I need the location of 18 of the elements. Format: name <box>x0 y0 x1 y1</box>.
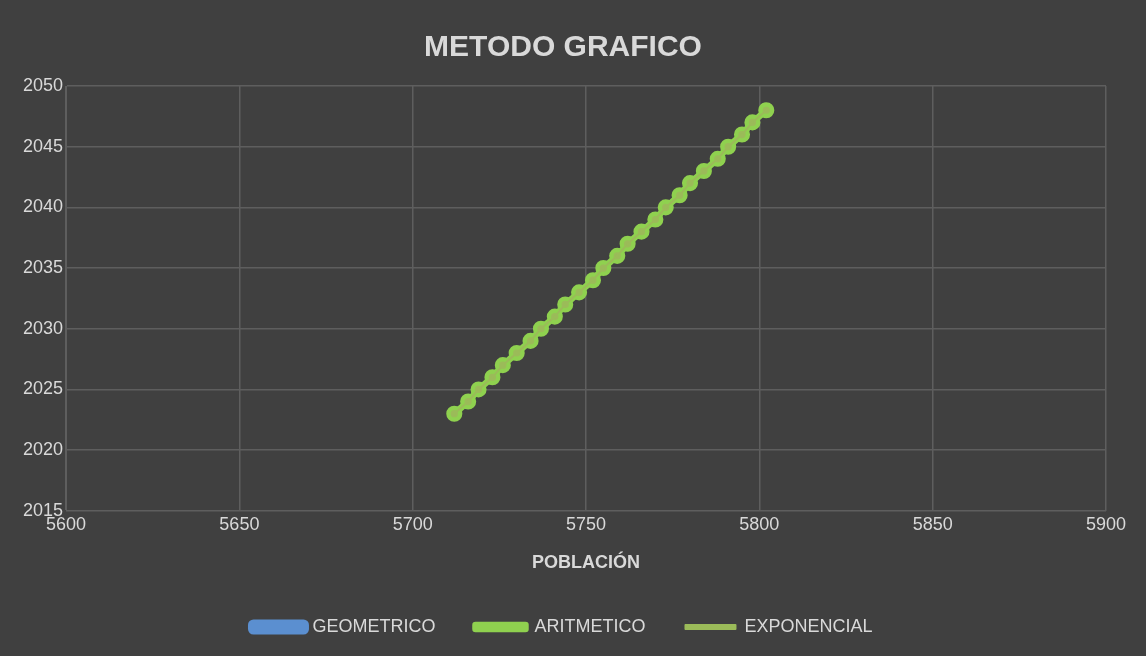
y-tick-label: 2045 <box>23 135 64 156</box>
x-tick-label: 5750 <box>566 513 607 534</box>
legend-label: EXPONENCIAL <box>744 615 873 636</box>
x-axis-title: POBLACIÓN <box>532 551 641 573</box>
x-tick-label: 5900 <box>1085 513 1127 534</box>
y-tick-label: 2020 <box>23 439 64 460</box>
legend-label: ARITMETICO <box>534 615 646 636</box>
y-tick-label: 2025 <box>23 378 64 399</box>
x-tick-label: 5650 <box>219 513 260 534</box>
legend-label: GEOMETRICO <box>312 615 436 636</box>
x-tick-label: 5700 <box>392 513 433 534</box>
y-tick-label: 2030 <box>23 317 64 338</box>
y-tick-label: 2050 <box>23 74 64 95</box>
chart-title: METODO GRAFICO <box>424 29 702 63</box>
x-tick-label: 5850 <box>912 513 953 534</box>
y-tick-label: 2040 <box>23 196 64 217</box>
y-tick-label: 2035 <box>23 257 64 278</box>
x-tick-label: 5800 <box>739 513 780 534</box>
